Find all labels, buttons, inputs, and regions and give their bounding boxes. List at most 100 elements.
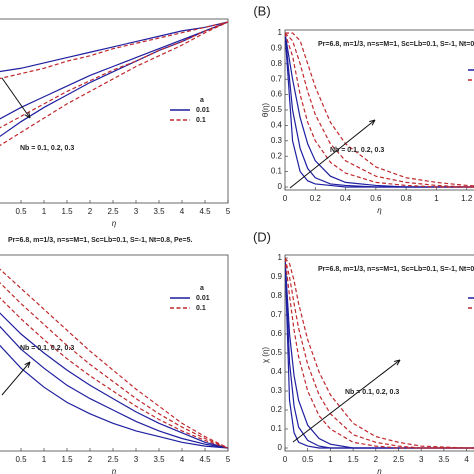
panel-label: (D) [253, 229, 271, 244]
y-tick-label: 0.7 [271, 74, 283, 83]
x-tick-label: 1 [42, 455, 47, 464]
arrow-head [369, 119, 376, 126]
x-tick-label: 3 [419, 455, 424, 464]
curve [285, 257, 474, 449]
arrow [289, 119, 376, 189]
arrow [292, 359, 401, 443]
x-tick-label: 2.5 [107, 455, 119, 464]
x-tick-label: 0.6 [370, 194, 382, 203]
curve [285, 257, 474, 449]
y-axis-label: χ (η) [261, 347, 270, 364]
x-tick-label: 0 [283, 455, 288, 464]
legend-label: 0.01 [196, 295, 210, 302]
curves [285, 32, 474, 188]
y-tick-label: 0.5 [271, 105, 283, 114]
y-tick-label: 0.6 [271, 329, 283, 338]
x-tick-label: 0.5 [302, 455, 314, 464]
x-axis-label: η [377, 467, 382, 474]
y-tick-label: 0 [278, 182, 283, 191]
arrow [1, 361, 31, 396]
y-axis-label: θ(η) [261, 103, 270, 118]
y-tick-label: 0.9 [271, 44, 283, 53]
x-axis-label: η [377, 206, 382, 215]
legend-label: 0.01 [196, 107, 210, 114]
curve [285, 257, 474, 449]
x-tick-label: 4 [464, 455, 469, 464]
arrow [1, 77, 31, 119]
curve [0, 21, 228, 138]
x-tick-label: 2 [88, 455, 93, 464]
y-tick-label: 0.8 [271, 59, 283, 68]
curve [285, 32, 474, 188]
y-tick-label: 0.2 [271, 151, 283, 160]
panel: 0 0.5 1 1.5 2 2.5 3 3.5 4 0 0.1 0.2 0.3 0.4 0.5 0.6 0.7 0… [253, 229, 474, 474]
panel: 0.5 1 1.5 2 2.5 3 3.5 4 4.5 5 η Nb = 0.1, 0.2, 0.3 a… [0, 18, 231, 228]
y-tick-label: 0.1 [271, 167, 283, 176]
y-tick-label: 0.1 [271, 424, 283, 433]
curve [285, 32, 474, 188]
x-tick-label: 1.5 [348, 455, 360, 464]
curve [0, 21, 228, 147]
curve [0, 312, 228, 449]
plot-frame [284, 29, 474, 191]
y-tick-label: 0.3 [271, 136, 283, 145]
arrow-head [24, 361, 31, 368]
legend-label: 0.1 [196, 305, 206, 312]
y-tick-label: 0.4 [271, 121, 283, 130]
x-tick-label: 5 [226, 207, 231, 216]
curve [0, 21, 228, 129]
curves [285, 257, 474, 449]
x-tick-label: 3.5 [153, 455, 165, 464]
plot-frame [0, 254, 229, 452]
x-tick-label: 0 [283, 194, 288, 203]
y-tick-label: 0 [278, 443, 283, 452]
curves [0, 21, 228, 147]
parameters: Pr=6.8, m=1/3, n=s=M=1, Sc=Lb=0.1, S=-1,… [8, 237, 192, 244]
y-tick-label: 0.7 [271, 310, 283, 319]
arrow-head [24, 112, 31, 119]
x-tick-label: 5 [226, 455, 231, 464]
y-tick-label: 0.5 [271, 348, 283, 357]
x-tick-label: 0.5 [15, 455, 27, 464]
x-tick-label: 1 [328, 455, 333, 464]
annotation: Nb = 0.1, 0.2, 0.3 [330, 147, 384, 154]
curve [285, 32, 474, 188]
x-axis-label: η [112, 219, 117, 228]
curve [0, 281, 228, 449]
curve [285, 32, 474, 187]
y-tick-label: 0.9 [271, 272, 283, 281]
curve [285, 32, 474, 188]
curve [0, 21, 228, 120]
x-tick-label: 1 [42, 207, 47, 216]
x-tick-label: 0.4 [340, 194, 352, 203]
curve [285, 257, 474, 449]
x-tick-label: 1.2 [461, 194, 473, 203]
x-tick-label: 0.5 [15, 207, 27, 216]
curve [285, 257, 474, 449]
curve [0, 325, 228, 449]
arrow-head [394, 359, 401, 366]
curve [285, 257, 474, 449]
y-tick-label: 1 [278, 253, 283, 262]
x-tick-label: 4.5 [199, 207, 211, 216]
curve [0, 268, 228, 449]
plot-frame [284, 254, 474, 452]
legend-title: a [200, 97, 204, 104]
x-tick-label: 0.8 [401, 194, 413, 203]
legend-label: 0.1 [196, 117, 206, 124]
x-tick-label: 2.5 [107, 207, 119, 216]
panel: 0 0.2 0.4 0.6 0.8 1 1.2 0 0.1 0.2 0.3 0.4 0.5 0.6 0.7 0… [253, 3, 474, 215]
annotation: Nb = 0.1, 0.2, 0.3 [345, 389, 399, 396]
x-axis-label: η [112, 467, 117, 474]
y-tick-label: 0.8 [271, 291, 283, 300]
x-tick-label: 2.5 [393, 455, 405, 464]
x-tick-label: 3.5 [153, 207, 165, 216]
curves [0, 268, 228, 449]
parameters: Pr=6.8, m=1/3, n=s=M=1, Sc=Lb=0.1, S=-1,… [318, 266, 474, 273]
y-tick-label: 0.2 [271, 405, 283, 414]
panel: 0.5 1 1.5 2 2.5 3 3.5 4 4.5 5 η Pr=6.8, m=1/3, n=s=… [0, 237, 231, 474]
curve [0, 21, 228, 73]
legend-title: a [200, 285, 204, 292]
x-tick-label: 3 [134, 455, 139, 464]
